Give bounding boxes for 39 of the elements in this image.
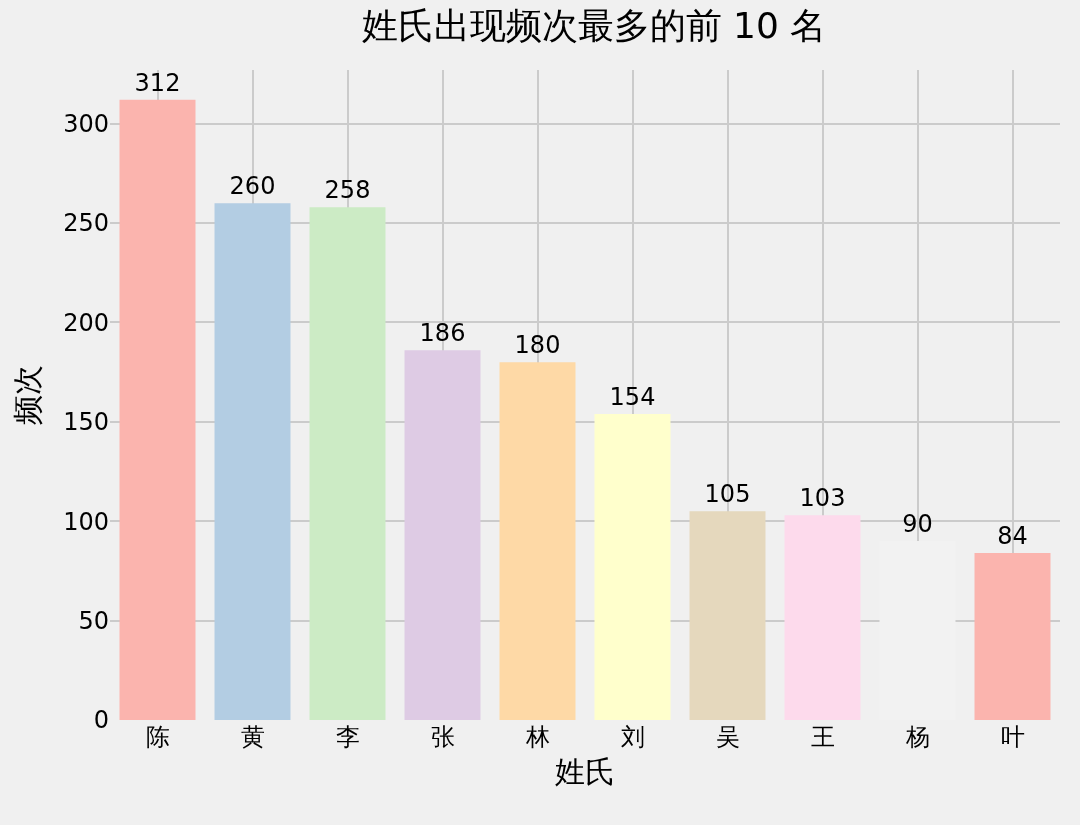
bar	[974, 553, 1051, 720]
data-label: 180	[514, 331, 561, 360]
data-label: 186	[419, 319, 466, 348]
chart-title: 姓氏出现频次最多的前 10 名	[361, 4, 827, 46]
data-label: 258	[324, 176, 371, 205]
x-tick-label: 黄	[240, 723, 265, 751]
y-tick-label: 0	[93, 706, 109, 735]
y-tick-label: 250	[63, 209, 109, 238]
data-label: 105	[704, 480, 751, 509]
x-tick-label: 吴	[715, 723, 740, 751]
y-tick-label: 100	[63, 507, 109, 536]
x-tick-label: 刘	[620, 723, 645, 751]
x-tick-label: 杨	[904, 723, 930, 751]
bar	[309, 207, 386, 720]
bar	[784, 515, 861, 720]
bar	[214, 203, 291, 720]
bar	[499, 362, 576, 720]
bar	[119, 99, 196, 720]
data-label: 103	[799, 484, 846, 513]
x-tick-label: 陈	[145, 723, 170, 751]
x-axis-title: 姓氏	[555, 753, 615, 789]
data-label: 154	[609, 382, 656, 411]
x-tick-label: 林	[524, 723, 550, 751]
x-tick-label: 叶	[1000, 723, 1025, 751]
data-label: 90	[902, 510, 933, 539]
x-tick-label: 张	[430, 723, 455, 751]
y-tick-label: 150	[63, 408, 109, 437]
x-tick-label: 李	[335, 723, 360, 751]
data-label: 84	[997, 522, 1028, 551]
bar	[689, 511, 766, 720]
data-label: 312	[134, 68, 181, 97]
y-axis-title: 频次	[10, 365, 46, 425]
y-tick-label: 300	[63, 110, 109, 139]
bar	[594, 413, 671, 720]
x-tick-label: 王	[810, 723, 835, 751]
y-tick-label: 200	[63, 308, 109, 337]
data-label: 260	[229, 172, 276, 201]
y-tick-label: 50	[78, 607, 109, 636]
bar	[404, 350, 481, 720]
